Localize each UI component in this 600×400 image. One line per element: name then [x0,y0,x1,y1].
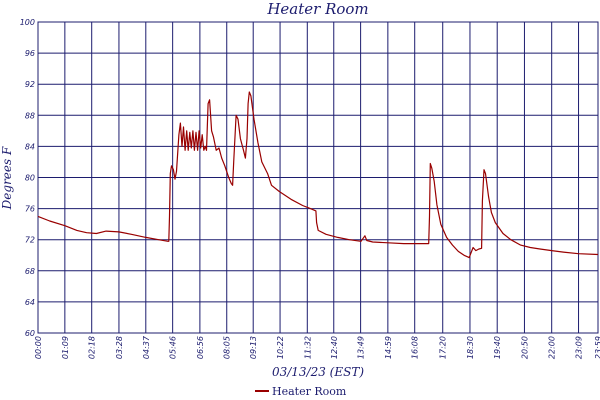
legend: Heater Room [255,385,347,398]
x-tick-label: 17:20 [439,336,448,359]
x-tick-label: 18:30 [466,336,475,359]
x-tick-label: 23:09 [575,336,584,359]
legend-label-heater-room: Heater Room [272,385,347,398]
x-tick-label: 06:56 [196,336,205,359]
y-tick-label: 76 [25,205,35,214]
series-layer [37,91,599,259]
y-tick-label: 80 [25,174,35,183]
x-tick-label: 13:49 [357,336,366,359]
x-tick-label: 19:40 [493,336,502,359]
x-tick-label: 08:05 [223,336,232,359]
y-axis-label: Degrees F [0,146,14,210]
y-tick-label: 84 [25,142,35,151]
y-tick-label: 60 [25,329,35,338]
x-axis-label: 03/13/23 (EST) [272,365,364,379]
x-tick-label: 22:00 [548,336,557,359]
y-tick-label: 68 [25,267,35,276]
y-tick-label: 92 [25,80,35,89]
y-tick-labels: 60 64 68 72 76 80 84 88 92 96 100 [20,18,35,338]
y-tick-label: 64 [25,298,35,307]
x-tick-label: 01:09 [61,336,70,359]
x-tick-label: 00:00 [34,336,43,359]
x-tick-label: 03:28 [115,336,124,359]
chart-title: Heater Room [266,0,368,18]
x-tick-label: 04:37 [142,335,151,359]
y-tick-label: 88 [25,111,35,120]
grid-lines [37,21,599,334]
x-tick-label: 09:13 [249,336,258,359]
x-tick-label: 10:22 [276,336,285,359]
x-tick-label: 23:59 [594,336,600,359]
x-tick-label: 02:18 [88,336,97,359]
y-tick-label: 72 [25,236,35,245]
x-tick-label: 14:59 [384,336,393,359]
x-tick-label: 12:40 [330,336,339,359]
x-tick-label: 16:08 [411,336,420,359]
x-tick-label: 05:46 [169,336,178,359]
x-tick-label: 20:50 [520,336,529,359]
series-line-0 [37,91,599,259]
y-tick-label: 100 [20,18,35,27]
y-tick-label: 96 [25,49,35,58]
plot-area-frame [37,21,599,334]
x-tick-labels: 00:00 01:09 02:18 03:28 04:37 05:46 06:56 08:05… [34,335,600,359]
x-tick-label: 11:32 [303,336,312,359]
